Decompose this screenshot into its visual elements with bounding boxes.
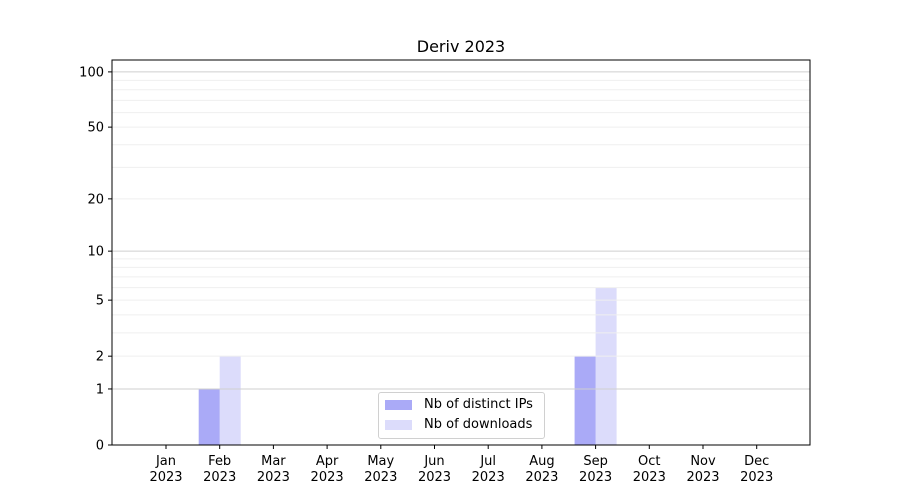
bar-downloads [219,356,241,445]
y-tick-label: 10 [87,245,104,260]
x-tick-label: May 2023 [364,454,397,485]
y-tick-label: 1 [96,382,104,397]
x-tick-label: Apr 2023 [311,454,344,485]
x-tick-label: Oct 2023 [633,454,666,485]
bar-ips [198,388,220,445]
y-tick-label: 100 [79,65,104,80]
x-tick-label: Jun 2023 [418,454,451,485]
axes-frame [111,59,811,446]
x-tick-label: Aug 2023 [525,454,558,485]
x-tick-label: Jan 2023 [149,454,182,485]
y-tick-label: 20 [87,192,104,207]
legend-swatch-downloads [385,419,412,430]
y-tick-label: 5 [96,294,104,309]
y-tick-label: 2 [96,350,104,365]
x-tick-label: Nov 2023 [686,454,719,485]
legend: Nb of distinct IPs Nb of downloads [378,392,545,439]
x-tick-label: Mar 2023 [257,454,290,485]
x-tick-label: Sep 2023 [579,454,612,485]
bar-downloads [595,287,617,445]
x-tick-label: Jul 2023 [472,454,505,485]
x-tick-label: Dec 2023 [740,454,773,485]
x-tick-label: Feb 2023 [203,454,236,485]
legend-item-ips: Nb of distinct IPs [385,397,533,412]
legend-label-ips: Nb of distinct IPs [424,397,533,412]
y-tick-label: 0 [96,439,104,454]
chart-title: Deriv 2023 [417,37,505,56]
legend-swatch-ips [385,399,412,410]
bar-ips [574,356,596,445]
legend-label-downloads: Nb of downloads [424,417,533,432]
y-tick-label: 50 [87,121,104,136]
legend-item-downloads: Nb of downloads [385,417,532,432]
